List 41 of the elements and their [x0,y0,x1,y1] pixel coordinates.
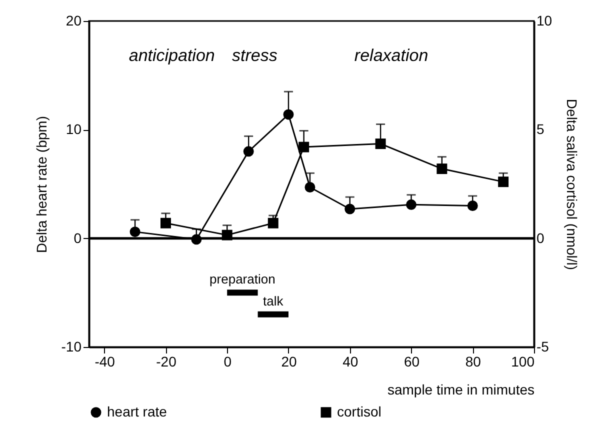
y2-tick-label: 10 [536,12,552,28]
point [283,109,294,120]
x-tick-label: 60 [404,354,420,370]
point [498,176,509,188]
x-tick-label: 20 [281,354,297,370]
point [191,234,202,245]
annotation: anticipation [128,46,215,65]
y2-axis-title: Delta saliva cortisol (nmol/l) [564,98,580,270]
x-tick-label: -20 [156,354,177,370]
x-tick-label: 0 [224,354,232,370]
x-tick-label: 40 [342,354,358,370]
y-axis-title: Delta heart rate (bpm) [33,116,50,253]
annotation: relaxation [354,46,428,65]
series-label: preparation [210,272,276,287]
point [344,204,356,214]
legend-label: heart rate [107,403,168,420]
legend-label: cortisol [337,403,382,420]
point [436,164,448,174]
y-tick-label: 10 [66,121,82,138]
point [243,146,254,157]
y2-tick-label: -5 [536,338,550,354]
y-tick-label: -10 [61,338,82,354]
annotation: stress [232,46,278,65]
point [467,200,478,211]
y2-tick-label: 0 [536,230,544,246]
point [268,218,278,228]
x-tick-label: -40 [94,354,116,370]
y-tick-label: 0 [74,230,82,246]
point [222,230,232,240]
point [406,199,416,210]
point [160,218,171,228]
point [130,226,140,238]
point [298,142,310,152]
y2-tick-label: 5 [536,121,544,138]
point [304,182,316,192]
y-tick-label: 20 [66,12,82,28]
point [375,138,386,150]
x-tick-label: 80 [465,354,482,370]
series-label: talk [263,293,284,308]
x-axis-title: sample time in mimutes [387,382,534,398]
x-tick-label: 100 [511,354,535,370]
